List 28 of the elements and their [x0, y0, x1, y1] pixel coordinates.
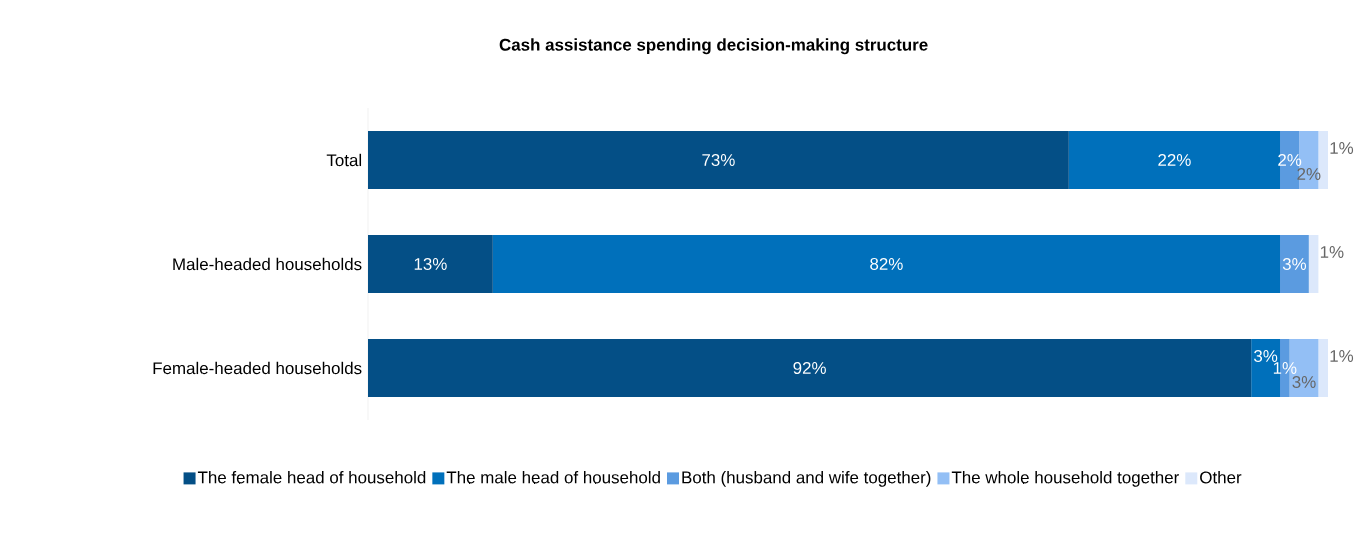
y-tick-label: Total [326, 153, 362, 167]
legend-label: Other [1200, 470, 1242, 484]
legend-label: The male head of household [446, 470, 660, 484]
bar [368, 235, 493, 293]
data-label: 1% [1330, 142, 1354, 154]
bar [368, 339, 1252, 397]
data-label: 1% [1320, 246, 1344, 258]
y-tick-label: Female-headed households [153, 361, 362, 375]
legend-label: The female head of household [197, 470, 426, 484]
chart-title: Cash assistance spending decision-making structure [499, 38, 928, 55]
data-label: 3% [1282, 258, 1307, 270]
legend-label: The whole household together [951, 470, 1179, 487]
data-label: 73% [702, 154, 735, 166]
y-tick-label: Male-headed households [173, 257, 362, 271]
data-label: 3% [1254, 350, 1278, 362]
data-label: 3% [1292, 376, 1316, 388]
data-label: 82% [870, 258, 903, 270]
data-label: 2% [1297, 168, 1321, 180]
bar [368, 131, 1069, 189]
data-label: 13% [414, 258, 447, 270]
legend-label: Both (husband and wife together) [682, 470, 931, 487]
bar [1318, 339, 1329, 397]
data-label: 1% [1330, 350, 1354, 362]
bar [492, 235, 1281, 293]
bar [1308, 235, 1319, 293]
data-label: 22% [1158, 154, 1191, 166]
data-label: 92% [793, 362, 826, 374]
bar [1280, 235, 1309, 293]
